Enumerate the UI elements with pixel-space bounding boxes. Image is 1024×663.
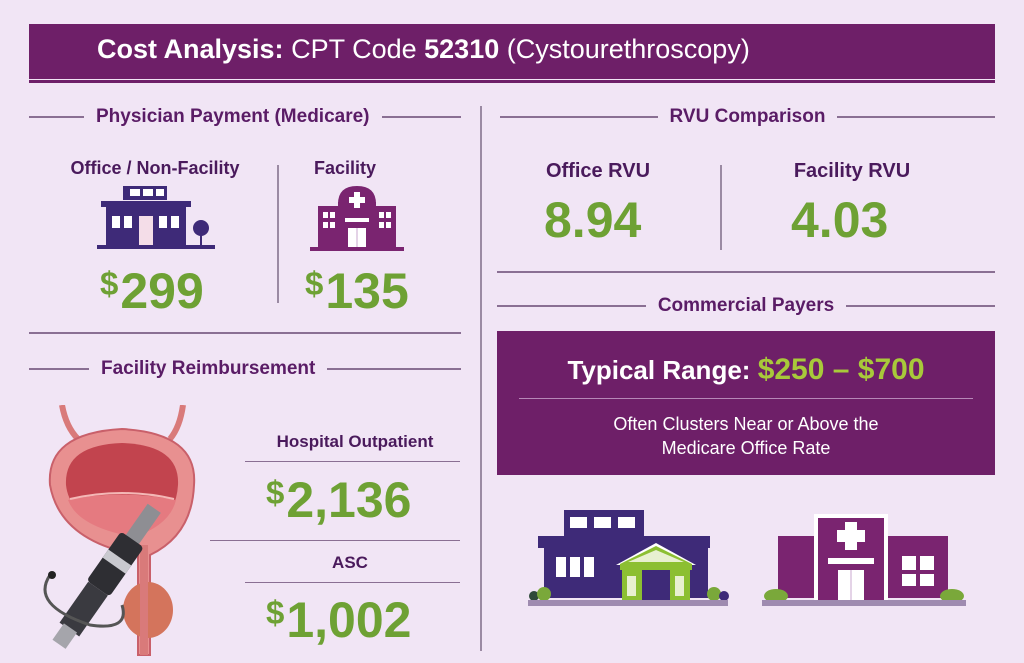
commercial-payers-heading: Commercial Payers	[497, 295, 996, 317]
asc-label: ASC	[332, 553, 368, 572]
amount-value: 135	[325, 263, 409, 319]
rule	[837, 116, 995, 118]
currency-symbol: $	[100, 265, 119, 303]
rule	[497, 305, 646, 307]
note-line-2: Medicare Office Rate	[661, 438, 831, 458]
hospital-outpatient-label: Hospital Outpatient	[276, 432, 434, 451]
asc-amount: $1,002	[266, 595, 411, 645]
rule	[846, 305, 996, 307]
facility-label: Facility	[313, 158, 377, 178]
amount-value: 1,002	[286, 592, 412, 648]
range-high: $700	[857, 353, 925, 386]
section-divider	[210, 540, 460, 541]
rvu-comparison-heading: RVU Comparison	[500, 106, 995, 128]
range-separator	[519, 398, 973, 399]
section-divider	[497, 271, 995, 273]
rvu-divider	[720, 165, 722, 250]
facility-reimbursement-heading: Facility Reimbursement	[29, 358, 461, 380]
rule	[29, 116, 84, 118]
heading-text: RVU Comparison	[669, 106, 826, 127]
hospital-icon	[310, 186, 404, 251]
title-middle: CPT Code	[283, 34, 425, 64]
page-title: Cost Analysis: CPT Code 52310 (Cystouret…	[97, 34, 750, 65]
rule	[327, 368, 461, 370]
office-rvu-label: Office RVU	[545, 160, 651, 182]
title-code: 52310	[424, 34, 500, 64]
title-underline	[29, 80, 995, 83]
physician-payment-divider	[277, 165, 279, 303]
amount-value: 299	[120, 263, 204, 319]
commercial-range-card: Typical Range: $250 – $700 Often Cluster…	[497, 331, 995, 475]
clinic-building-icon	[528, 510, 729, 606]
rule	[29, 368, 89, 370]
cystoscope-bladder-illustration	[43, 405, 196, 656]
facility-rvu-value: 4.03	[791, 192, 889, 248]
range-label: Typical Range:	[567, 355, 751, 385]
currency-symbol: $	[266, 474, 285, 512]
office-payment-amount: $299	[100, 266, 204, 316]
label-underline	[245, 461, 460, 462]
title-prefix: Cost Analysis:	[97, 34, 284, 64]
office-rvu-value: 8.94	[544, 192, 642, 248]
range-note: Often Clusters Near or Above the Medicare…	[497, 412, 995, 460]
label-underline	[245, 582, 460, 583]
currency-symbol: $	[305, 265, 324, 303]
range-dash: –	[824, 353, 858, 386]
heading-text: Facility Reimbursement	[101, 358, 316, 379]
heading-text: Physician Payment (Medicare)	[96, 106, 370, 127]
facility-rvu-label: Facility RVU	[793, 160, 911, 182]
heading-text: Commercial Payers	[657, 295, 835, 316]
column-divider	[480, 106, 482, 651]
physician-payment-heading: Physician Payment (Medicare)	[29, 106, 461, 128]
rule	[381, 116, 461, 118]
hospital-outpatient-amount: $2,136	[266, 475, 411, 525]
note-line-1: Often Clusters Near or Above the	[613, 414, 879, 434]
hospital-building-icon	[762, 514, 966, 606]
facility-payment-amount: $135	[305, 266, 409, 316]
office-building-icon	[97, 186, 215, 249]
amount-value: 2,136	[286, 472, 412, 528]
title-banner	[29, 24, 995, 79]
currency-symbol: $	[266, 594, 285, 632]
range-low: $250	[757, 353, 825, 386]
title-suffix: (Cystourethroscopy)	[499, 34, 750, 64]
section-divider	[29, 332, 461, 334]
typical-range: Typical Range: $250 – $700	[497, 353, 995, 387]
office-label: Office / Non-Facility	[70, 158, 240, 178]
rule	[500, 116, 658, 118]
